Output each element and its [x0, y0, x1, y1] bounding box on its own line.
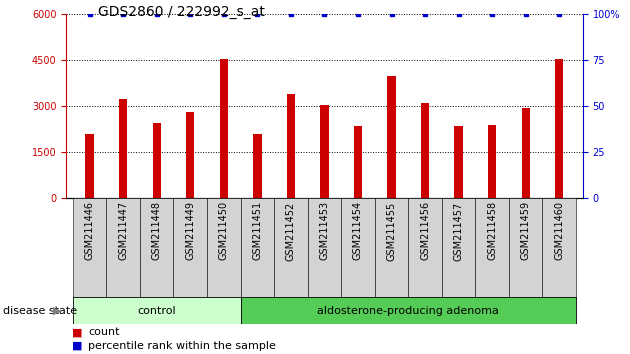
Bar: [522, 108, 530, 198]
Text: ■: ■: [72, 327, 83, 337]
Bar: [408, 198, 442, 299]
Text: ■: ■: [72, 341, 83, 350]
Bar: [454, 126, 463, 198]
Bar: [86, 134, 94, 198]
Text: GSM211453: GSM211453: [319, 201, 329, 261]
Text: GSM211449: GSM211449: [185, 201, 195, 260]
Text: ▶: ▶: [53, 306, 61, 316]
Text: GSM211456: GSM211456: [420, 201, 430, 261]
Bar: [73, 198, 106, 299]
Bar: [173, 198, 207, 299]
Bar: [421, 103, 429, 198]
Bar: [140, 198, 173, 299]
Bar: [186, 112, 195, 198]
Text: GSM211452: GSM211452: [286, 201, 296, 261]
Text: GSM211457: GSM211457: [454, 201, 464, 261]
Text: GSM211459: GSM211459: [521, 201, 530, 261]
Text: percentile rank within the sample: percentile rank within the sample: [88, 341, 276, 350]
Bar: [241, 198, 274, 299]
Text: GSM211448: GSM211448: [152, 201, 162, 260]
Text: control: control: [137, 306, 176, 316]
Text: GSM211458: GSM211458: [487, 201, 497, 261]
Bar: [354, 126, 362, 198]
Bar: [274, 198, 307, 299]
Bar: [488, 125, 496, 198]
Bar: [119, 98, 127, 198]
Bar: [220, 59, 228, 198]
Text: aldosterone-producing adenoma: aldosterone-producing adenoma: [318, 306, 499, 316]
Text: GDS2860 / 222992_s_at: GDS2860 / 222992_s_at: [98, 5, 265, 19]
Text: GSM211450: GSM211450: [219, 201, 229, 261]
Text: GSM211455: GSM211455: [387, 201, 396, 261]
Bar: [476, 198, 509, 299]
Bar: [106, 198, 140, 299]
Text: disease state: disease state: [3, 306, 77, 316]
Bar: [341, 198, 375, 299]
Text: GSM211446: GSM211446: [84, 201, 94, 260]
Text: GSM211460: GSM211460: [554, 201, 564, 260]
Bar: [442, 198, 476, 299]
Bar: [387, 75, 396, 198]
Text: GSM211447: GSM211447: [118, 201, 128, 261]
Bar: [73, 297, 241, 324]
Bar: [375, 198, 408, 299]
Bar: [320, 105, 329, 198]
Text: GSM211454: GSM211454: [353, 201, 363, 261]
Bar: [253, 134, 261, 198]
Bar: [509, 198, 542, 299]
Bar: [152, 123, 161, 198]
Bar: [287, 94, 295, 198]
Text: count: count: [88, 327, 120, 337]
Bar: [207, 198, 241, 299]
Bar: [241, 297, 576, 324]
Text: GSM211451: GSM211451: [253, 201, 262, 261]
Bar: [555, 59, 563, 198]
Bar: [542, 198, 576, 299]
Bar: [307, 198, 341, 299]
